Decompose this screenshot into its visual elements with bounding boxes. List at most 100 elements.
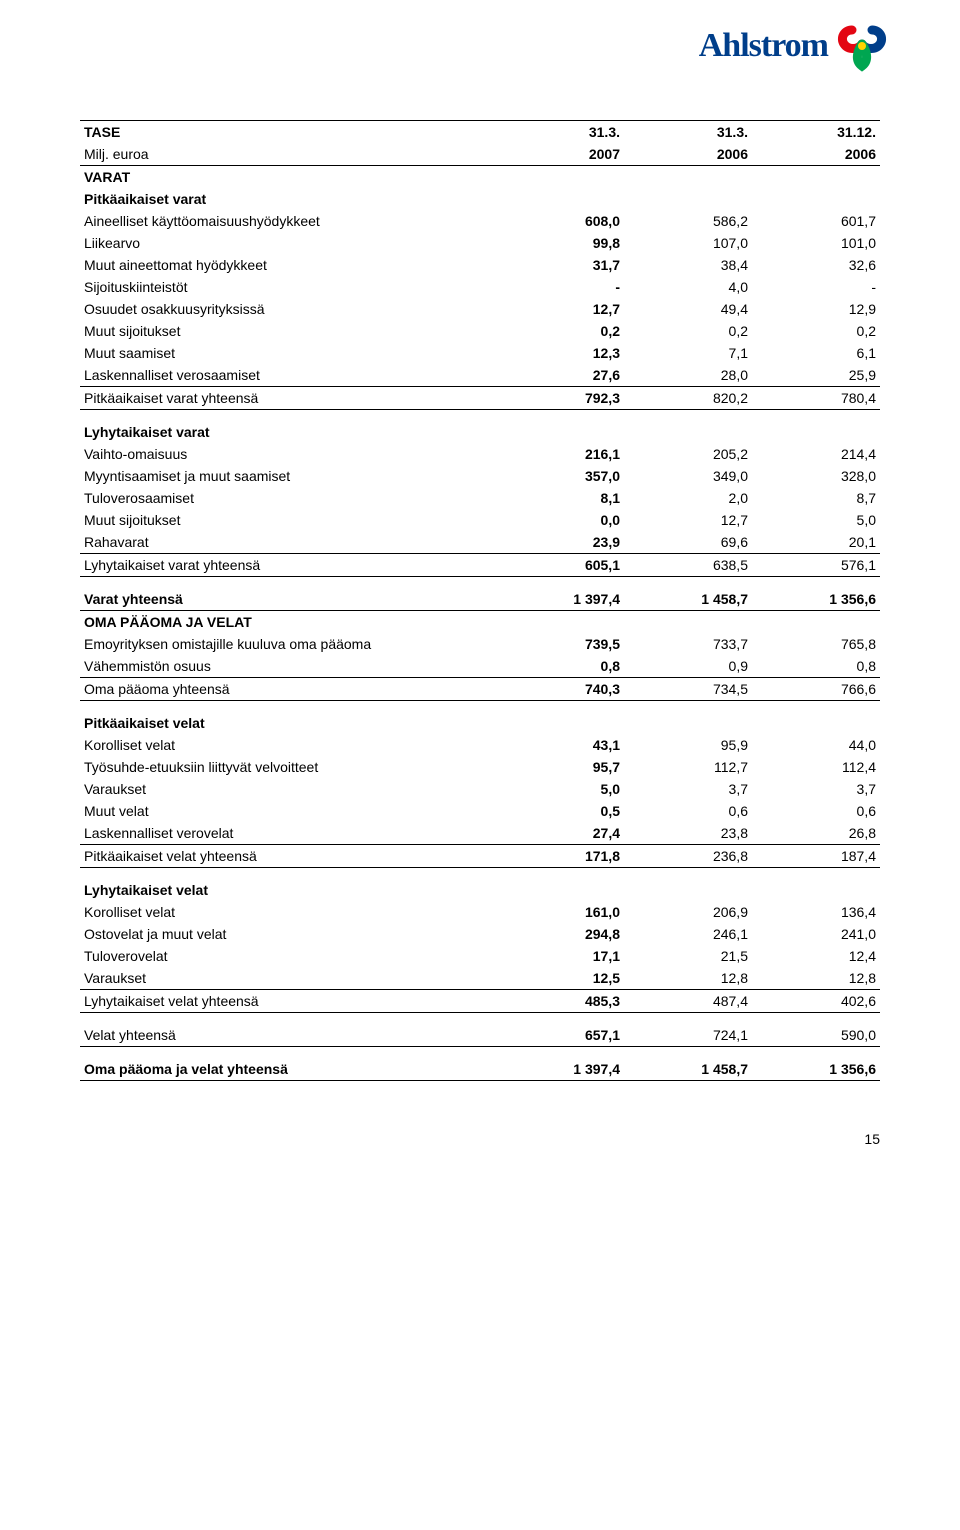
table-cell bbox=[752, 188, 880, 210]
table-cell: 32,6 bbox=[752, 254, 880, 276]
table-cell bbox=[496, 868, 624, 902]
table-cell bbox=[496, 410, 624, 444]
table-cell: 5,0 bbox=[496, 778, 624, 800]
table-cell: 214,4 bbox=[752, 443, 880, 465]
table-cell: 485,3 bbox=[496, 990, 624, 1013]
table-cell: 31,7 bbox=[496, 254, 624, 276]
table-cell: 28,0 bbox=[624, 364, 752, 387]
table-cell: 0,9 bbox=[624, 655, 752, 678]
table-cell: 7,1 bbox=[624, 342, 752, 364]
table-cell: VARAT bbox=[80, 166, 496, 189]
table-cell: 0,5 bbox=[496, 800, 624, 822]
table-cell: 1 356,6 bbox=[752, 1047, 880, 1081]
table-cell: Rahavarat bbox=[80, 531, 496, 554]
table-cell: 766,6 bbox=[752, 678, 880, 701]
table-cell: 31.12. bbox=[752, 121, 880, 144]
table-cell: 12,3 bbox=[496, 342, 624, 364]
table-cell: 5,0 bbox=[752, 509, 880, 531]
table-cell: 26,8 bbox=[752, 822, 880, 845]
table-cell: Työsuhde-etuuksiin liittyvät velvoitteet bbox=[80, 756, 496, 778]
table-cell: Liikearvo bbox=[80, 232, 496, 254]
table-cell: Vaihto-omaisuus bbox=[80, 443, 496, 465]
table-cell: 8,7 bbox=[752, 487, 880, 509]
table-cell: 31.3. bbox=[624, 121, 752, 144]
table-cell: 12,8 bbox=[624, 967, 752, 990]
table-cell: 49,4 bbox=[624, 298, 752, 320]
table-cell: 0,2 bbox=[752, 320, 880, 342]
table-cell: 107,0 bbox=[624, 232, 752, 254]
table-cell: Pitkäaikaiset varat bbox=[80, 188, 496, 210]
table-cell: 136,4 bbox=[752, 901, 880, 923]
table-cell bbox=[624, 701, 752, 735]
table-cell bbox=[624, 611, 752, 634]
table-cell: 4,0 bbox=[624, 276, 752, 298]
table-cell: Tuloverosaamiset bbox=[80, 487, 496, 509]
table-cell: Milj. euroa bbox=[80, 143, 496, 166]
table-cell: 734,5 bbox=[624, 678, 752, 701]
table-cell: 780,4 bbox=[752, 387, 880, 410]
table-cell: 2,0 bbox=[624, 487, 752, 509]
table-cell bbox=[624, 188, 752, 210]
table-cell: 27,6 bbox=[496, 364, 624, 387]
table-cell: 12,9 bbox=[752, 298, 880, 320]
table-cell: 12,7 bbox=[624, 509, 752, 531]
table-cell: 0,2 bbox=[624, 320, 752, 342]
table-cell: Laskennalliset verovelat bbox=[80, 822, 496, 845]
table-cell: 44,0 bbox=[752, 734, 880, 756]
table-cell: 23,9 bbox=[496, 531, 624, 554]
table-cell bbox=[752, 611, 880, 634]
table-cell: Pitkäaikaiset varat yhteensä bbox=[80, 387, 496, 410]
table-cell: 328,0 bbox=[752, 465, 880, 487]
table-cell: Vähemmistön osuus bbox=[80, 655, 496, 678]
table-cell: 171,8 bbox=[496, 845, 624, 868]
table-cell: 236,8 bbox=[624, 845, 752, 868]
table-cell: Oma pääoma yhteensä bbox=[80, 678, 496, 701]
table-cell: 6,1 bbox=[752, 342, 880, 364]
table-cell: Varaukset bbox=[80, 967, 496, 990]
table-cell bbox=[752, 868, 880, 902]
table-cell: Muut velat bbox=[80, 800, 496, 822]
table-cell bbox=[624, 166, 752, 189]
table-cell: 487,4 bbox=[624, 990, 752, 1013]
table-cell: Muut sijoitukset bbox=[80, 509, 496, 531]
table-cell: 792,3 bbox=[496, 387, 624, 410]
table-cell: 605,1 bbox=[496, 554, 624, 577]
table-cell: 586,2 bbox=[624, 210, 752, 232]
table-cell: 101,0 bbox=[752, 232, 880, 254]
table-cell: 608,0 bbox=[496, 210, 624, 232]
table-cell: 95,7 bbox=[496, 756, 624, 778]
table-cell: 161,0 bbox=[496, 901, 624, 923]
table-cell bbox=[496, 611, 624, 634]
table-cell: 0,8 bbox=[496, 655, 624, 678]
table-cell: 8,1 bbox=[496, 487, 624, 509]
table-cell: 3,7 bbox=[752, 778, 880, 800]
table-cell bbox=[624, 868, 752, 902]
table-cell: 216,1 bbox=[496, 443, 624, 465]
table-cell: 657,1 bbox=[496, 1013, 624, 1047]
table-cell: 638,5 bbox=[624, 554, 752, 577]
table-cell: 576,1 bbox=[752, 554, 880, 577]
table-cell: 1 397,4 bbox=[496, 577, 624, 611]
table-cell: Lyhytaikaiset velat yhteensä bbox=[80, 990, 496, 1013]
table-cell: Emoyrityksen omistajille kuuluva oma pää… bbox=[80, 633, 496, 655]
table-cell: 0,2 bbox=[496, 320, 624, 342]
balance-sheet-table: TASE31.3.31.3.31.12.Milj. euroa200720062… bbox=[80, 120, 880, 1081]
table-cell: 27,4 bbox=[496, 822, 624, 845]
table-cell bbox=[496, 166, 624, 189]
table-cell: Lyhytaikaiset varat yhteensä bbox=[80, 554, 496, 577]
table-cell: 31.3. bbox=[496, 121, 624, 144]
table-cell: 187,4 bbox=[752, 845, 880, 868]
table-cell: 733,7 bbox=[624, 633, 752, 655]
table-cell: Osuudet osakkuusyrityksissä bbox=[80, 298, 496, 320]
table-cell bbox=[624, 410, 752, 444]
table-cell: Velat yhteensä bbox=[80, 1013, 496, 1047]
table-cell: 12,5 bbox=[496, 967, 624, 990]
table-cell: 69,6 bbox=[624, 531, 752, 554]
table-cell: 23,8 bbox=[624, 822, 752, 845]
table-cell: 95,9 bbox=[624, 734, 752, 756]
table-cell: 3,7 bbox=[624, 778, 752, 800]
table-cell: 1 397,4 bbox=[496, 1047, 624, 1081]
table-cell: 25,9 bbox=[752, 364, 880, 387]
logo-knot-icon bbox=[834, 20, 890, 72]
table-cell: 1 458,7 bbox=[624, 1047, 752, 1081]
